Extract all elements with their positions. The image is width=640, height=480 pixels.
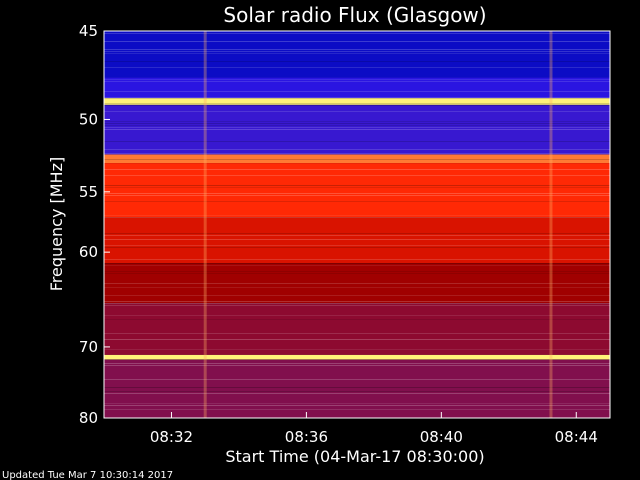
row-texture (104, 195, 610, 196)
row-texture (104, 265, 610, 266)
row-texture (104, 365, 610, 366)
y-tick-label: 60 (79, 243, 98, 261)
row-texture (104, 295, 610, 296)
row-texture (104, 409, 610, 410)
row-texture (104, 405, 610, 406)
row-texture (104, 53, 610, 54)
band-0 (104, 31, 610, 78)
row-texture (104, 235, 610, 236)
updated-timestamp: Updated Tue Mar 7 10:30:14 2017 (2, 470, 173, 480)
row-texture (104, 301, 610, 302)
row-texture (104, 363, 610, 364)
band-9 (104, 354, 610, 360)
row-texture (104, 103, 610, 104)
row-texture (104, 315, 610, 316)
band-6 (104, 217, 610, 264)
row-texture (104, 33, 610, 34)
row-texture (104, 91, 610, 92)
row-texture (104, 287, 610, 288)
row-texture (104, 245, 610, 246)
x-axis-label: Start Time (04-Mar-17 08:30:00) (225, 447, 484, 466)
band-2 (104, 98, 610, 105)
row-texture (104, 81, 610, 82)
plot-frame (103, 30, 611, 419)
vertical-streak-1 (549, 31, 553, 418)
row-texture (104, 259, 610, 260)
row-texture (104, 185, 610, 186)
y-tick-label: 50 (79, 110, 98, 128)
row-texture (104, 305, 610, 306)
band-3 (104, 104, 610, 155)
row-texture (104, 263, 610, 264)
chart-title: Solar radio Flux (Glasgow) (223, 3, 486, 27)
band-7 (104, 263, 610, 304)
row-texture (104, 169, 610, 170)
row-texture (104, 187, 610, 188)
row-texture (104, 339, 610, 340)
row-texture (104, 333, 610, 334)
x-tick-label: 08:36 (285, 428, 328, 446)
row-texture (104, 41, 610, 42)
row-texture (104, 175, 610, 176)
row-texture (104, 51, 610, 52)
row-texture (104, 105, 610, 106)
row-texture (104, 125, 610, 126)
row-texture (104, 111, 610, 112)
band-4 (104, 154, 610, 164)
row-texture (104, 141, 610, 142)
y-tick-label: 55 (79, 183, 98, 201)
row-texture (104, 121, 610, 122)
row-texture (104, 403, 610, 404)
row-texture (104, 79, 610, 80)
plot-area (104, 31, 610, 418)
row-texture (104, 193, 610, 194)
row-texture (104, 387, 610, 388)
row-texture (104, 67, 610, 68)
row-texture (104, 303, 610, 304)
row-texture (104, 239, 610, 240)
x-tick-label: 08:40 (420, 428, 463, 446)
row-texture (104, 283, 610, 284)
row-texture (104, 61, 610, 62)
row-texture (104, 359, 610, 360)
band-5 (104, 163, 610, 218)
y-axis-label: Frequency [MHz] (47, 157, 66, 291)
row-texture (104, 127, 610, 128)
row-texture (104, 123, 610, 124)
row-texture (104, 393, 610, 394)
row-texture (104, 319, 610, 320)
row-texture (104, 379, 610, 380)
row-texture (104, 153, 610, 154)
y-tick-label: 70 (79, 338, 98, 356)
band-10 (104, 359, 610, 418)
row-texture (104, 97, 610, 98)
row-texture (104, 349, 610, 350)
row-texture (104, 215, 610, 216)
row-texture (104, 49, 610, 50)
x-axis: 08:32 08:36 08:40 08:44 (150, 412, 598, 446)
x-tick-label: 08:44 (555, 428, 598, 446)
band-1 (104, 77, 610, 99)
vertical-streak-0 (203, 31, 207, 418)
y-tick-label: 80 (79, 409, 98, 427)
row-texture (104, 201, 610, 202)
band-8 (104, 303, 610, 355)
row-texture (104, 159, 610, 160)
x-tick-label: 08:32 (150, 428, 193, 446)
row-texture (104, 247, 610, 248)
row-texture (104, 391, 610, 392)
row-texture (104, 271, 610, 272)
row-texture (104, 273, 610, 274)
row-texture (104, 149, 610, 150)
burst-features (203, 31, 553, 418)
y-axis: 45 50 55 60 70 80 (79, 22, 110, 427)
row-texture (104, 233, 610, 234)
spectrogram-rows (104, 33, 610, 410)
row-texture (104, 129, 610, 130)
row-texture (104, 217, 610, 218)
y-tick-label: 45 (79, 22, 98, 40)
